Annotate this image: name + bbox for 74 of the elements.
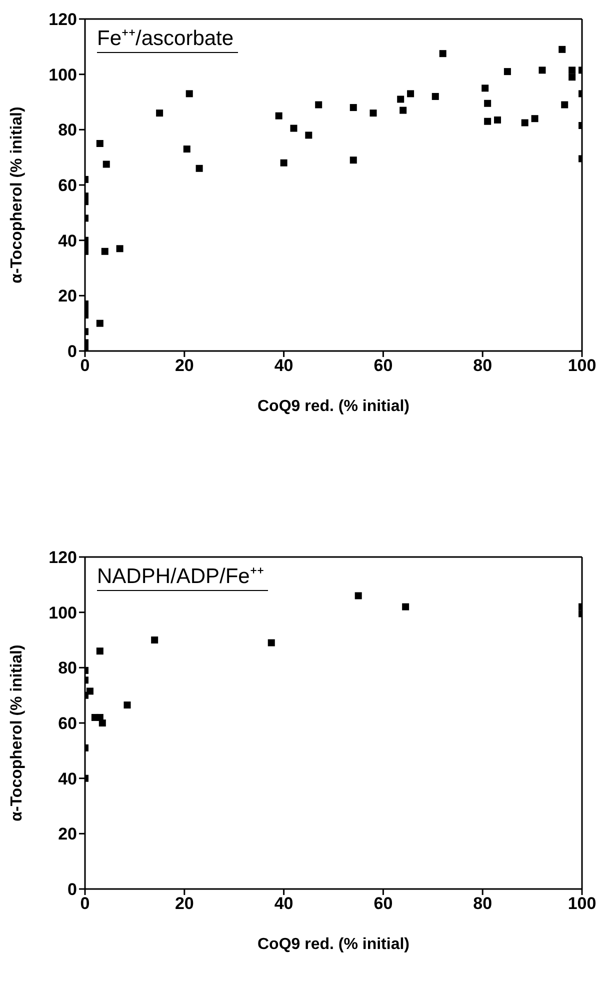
point xyxy=(102,160,110,168)
point xyxy=(275,112,282,120)
y-tick-label: 80 xyxy=(58,658,77,678)
point xyxy=(116,245,124,252)
y-tick-label: 80 xyxy=(58,120,77,140)
point xyxy=(96,648,104,655)
x-axis-title: CoQ9 red. (% initial) xyxy=(257,936,410,953)
x-tick-label: 40 xyxy=(274,356,294,376)
point xyxy=(568,74,576,81)
y-tick-label: 40 xyxy=(58,769,77,788)
y-tick-label: 20 xyxy=(58,824,77,844)
point xyxy=(484,118,492,125)
y-axis-title: α-Tocopherol (% initial) xyxy=(8,644,26,822)
point xyxy=(280,159,288,166)
y-tick-label: 0 xyxy=(68,880,77,900)
x-tick-label: 100 xyxy=(568,356,596,376)
point xyxy=(558,46,566,53)
x-tick-label: 60 xyxy=(374,356,393,376)
point xyxy=(439,50,446,58)
point xyxy=(96,320,104,327)
y-tick-label: 60 xyxy=(58,714,77,734)
point xyxy=(354,592,362,600)
x-tick-label: 80 xyxy=(473,894,492,914)
point xyxy=(561,101,568,108)
point xyxy=(96,140,104,147)
x-tick-label: 0 xyxy=(80,894,90,914)
chart-title: NADPH/ADP/Fe⁺⁺ xyxy=(97,564,268,591)
point xyxy=(400,106,407,114)
point xyxy=(315,101,322,108)
point xyxy=(494,116,502,124)
point xyxy=(186,90,193,98)
point xyxy=(86,688,94,695)
point xyxy=(484,100,492,107)
y-tick-label: 120 xyxy=(48,548,77,568)
y-tick-label: 120 xyxy=(48,10,77,30)
point xyxy=(156,110,164,117)
point xyxy=(350,156,357,164)
x-tick-label: 20 xyxy=(174,356,194,376)
point xyxy=(504,68,511,76)
point xyxy=(350,104,357,112)
point xyxy=(370,110,377,117)
point xyxy=(268,639,275,646)
point xyxy=(196,164,203,172)
x-tick-label: 60 xyxy=(374,894,393,914)
point xyxy=(124,702,131,709)
x-tick-label: 100 xyxy=(568,894,596,914)
y-tick-label: 0 xyxy=(68,342,77,362)
x-tick-label: 20 xyxy=(174,894,194,914)
point xyxy=(432,92,439,100)
y-tick-label: 100 xyxy=(48,603,77,622)
point xyxy=(538,66,546,74)
point xyxy=(482,84,489,92)
x-tick-label: 40 xyxy=(274,894,294,914)
point xyxy=(397,96,404,103)
x-tick-label: 80 xyxy=(473,356,492,376)
point xyxy=(568,66,576,74)
x-axis-title: CoQ9 red. (% initial) xyxy=(257,398,410,415)
y-axis-title: α-Tocopherol (% initial) xyxy=(8,106,26,284)
point xyxy=(101,248,108,255)
point xyxy=(290,124,298,132)
point xyxy=(98,720,106,726)
y-tick-label: 60 xyxy=(58,176,77,196)
point xyxy=(402,603,410,610)
point xyxy=(305,132,312,139)
x-tick-label: 0 xyxy=(80,356,90,376)
point xyxy=(531,115,538,122)
y-tick-label: 100 xyxy=(48,65,77,84)
y-tick-label: 40 xyxy=(58,231,77,250)
point xyxy=(183,146,190,153)
y-tick-label: 20 xyxy=(58,286,77,306)
chart-title: Fe⁺⁺/ascorbate xyxy=(97,26,238,53)
point xyxy=(521,119,528,126)
point xyxy=(151,636,158,644)
point xyxy=(407,90,414,98)
